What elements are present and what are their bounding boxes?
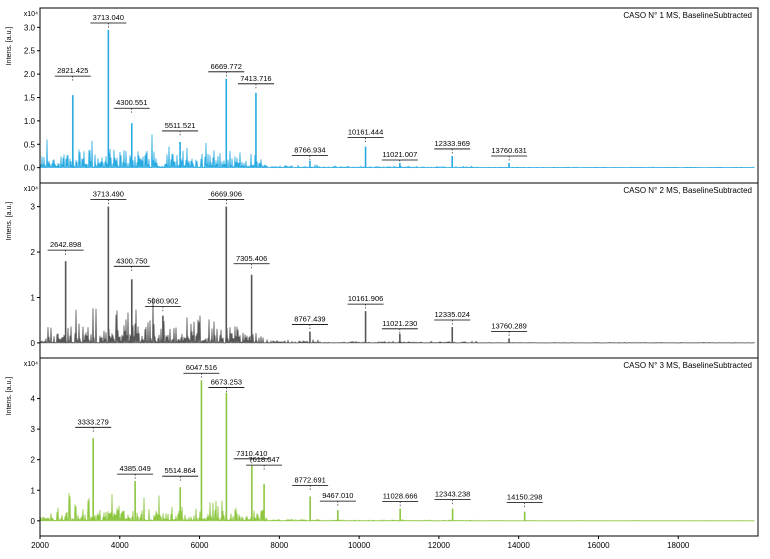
x-tick-label: 2000 (31, 541, 49, 550)
shared-x-axis: 2000 4000 6000 8000 10000 12000 14000 16000 1800… (31, 536, 690, 550)
peak-label: 7413.716 (240, 74, 271, 83)
peak-label: 12335.024 (435, 310, 470, 319)
spectrum-panel-2: CASO N° 2 MS, BaselineSubtracted x10⁴ Inte… (6, 182, 759, 359)
y-tick-label: 0 (31, 517, 36, 526)
peak-label: 7618.047 (248, 455, 279, 464)
peak-label: 6669.772 (211, 62, 242, 71)
y-axis-label: Intens. [a.u.] (6, 27, 13, 66)
panel-title: CASO N° 3 MS, BaselineSubtracted (623, 361, 752, 370)
peak-label: 11028.666 (383, 492, 418, 501)
y-tick-label: 3.0 (24, 23, 36, 32)
peak-label: 14150.298 (507, 493, 542, 502)
y-tick-label: 1.5 (24, 94, 36, 103)
y-tick-label: 1 (31, 486, 36, 495)
x-tick-label: 16000 (587, 541, 610, 550)
x-tick-label: 4000 (111, 541, 129, 550)
peak-label: 6047.516 (186, 363, 217, 372)
y-tick-label: 3 (31, 203, 36, 212)
y-multiplier: x10⁴ (24, 361, 38, 368)
y-tick-label: 3 (31, 425, 36, 434)
peak-label: 8766.934 (294, 146, 325, 155)
peak-label: 12333.969 (434, 139, 469, 148)
peak-label: 3333.279 (78, 417, 109, 426)
y-multiplier: x10⁴ (24, 11, 38, 18)
peak-label: 8772.691 (295, 475, 326, 484)
peak-label: 12343.238 (435, 490, 470, 499)
peak-label: 5511.521 (165, 121, 196, 130)
peak-label: 13760.631 (491, 146, 526, 155)
peak-label: 6673.253 (211, 377, 242, 386)
y-axis-label: Intens. [a.u.] (6, 377, 13, 416)
y-multiplier: x10⁴ (24, 186, 38, 193)
y-tick-label: 2 (31, 456, 36, 465)
spectrum-trace (40, 492, 755, 522)
x-tick-label: 8000 (270, 541, 288, 550)
panel-frame (39, 357, 759, 537)
y-axis-label: Intens. [a.u.] (6, 202, 13, 241)
peak-label: 11021.007 (382, 150, 417, 159)
y-tick-label: 2.5 (24, 47, 36, 56)
peak-label: 7305.406 (236, 254, 267, 263)
peak-label: 2642.898 (50, 240, 81, 249)
x-tick-label: 6000 (191, 541, 209, 550)
peak-label: 4385.049 (119, 464, 150, 473)
y-tick-label: 0 (31, 339, 36, 348)
peak-label: 7310.410 (236, 449, 267, 458)
peak-label: 5080.902 (147, 297, 178, 306)
x-tick-label: 12000 (428, 541, 451, 550)
x-tick-label: 14000 (508, 541, 531, 550)
peak-label: 10161.444 (348, 128, 383, 137)
y-tick-label: 4 (31, 395, 36, 404)
peak-label: 8767.439 (294, 315, 325, 324)
peak-label: 9467.010 (322, 491, 353, 500)
peak-label: 13760.289 (491, 321, 526, 330)
spectrum-trace (40, 297, 755, 344)
y-tick-label: 1 (31, 293, 36, 302)
peak-label: 4300.750 (116, 256, 147, 265)
y-tick-label: 2 (31, 248, 36, 257)
peak-label: 3713.040 (93, 13, 124, 22)
peak-label: 5514.864 (165, 466, 196, 475)
x-tick-label: 10000 (348, 541, 371, 550)
spectrum-panel-1: CASO N° 1 MS, BaselineSubtracted x10⁴ Inte… (6, 7, 759, 184)
peak-label: 3713.490 (93, 190, 124, 199)
peak-label: 11021.230 (382, 319, 417, 328)
y-tick-label: 0.5 (24, 140, 36, 149)
y-tick-label: 0.0 (24, 164, 36, 173)
y-tick-label: 2.0 (24, 70, 36, 79)
panel-title: CASO N° 2 MS, BaselineSubtracted (623, 186, 752, 195)
peak-label: 6669.906 (211, 190, 242, 199)
peak-label: 10161.906 (348, 294, 383, 303)
spectrum-panel-3: CASO N° 3 MS, BaselineSubtracted x10⁴ Inte… (6, 357, 759, 537)
peak-label: 2821.425 (57, 66, 88, 75)
spectra-panels: CASO N° 1 MS, BaselineSubtracted x10⁴ Inte… (6, 7, 759, 537)
y-tick-label: 1.0 (24, 117, 36, 126)
spectrum-trace (40, 134, 755, 169)
peak-label: 4300.551 (116, 98, 147, 107)
x-tick-label: 18000 (667, 541, 690, 550)
panel-title: CASO N° 1 MS, BaselineSubtracted (623, 11, 752, 20)
